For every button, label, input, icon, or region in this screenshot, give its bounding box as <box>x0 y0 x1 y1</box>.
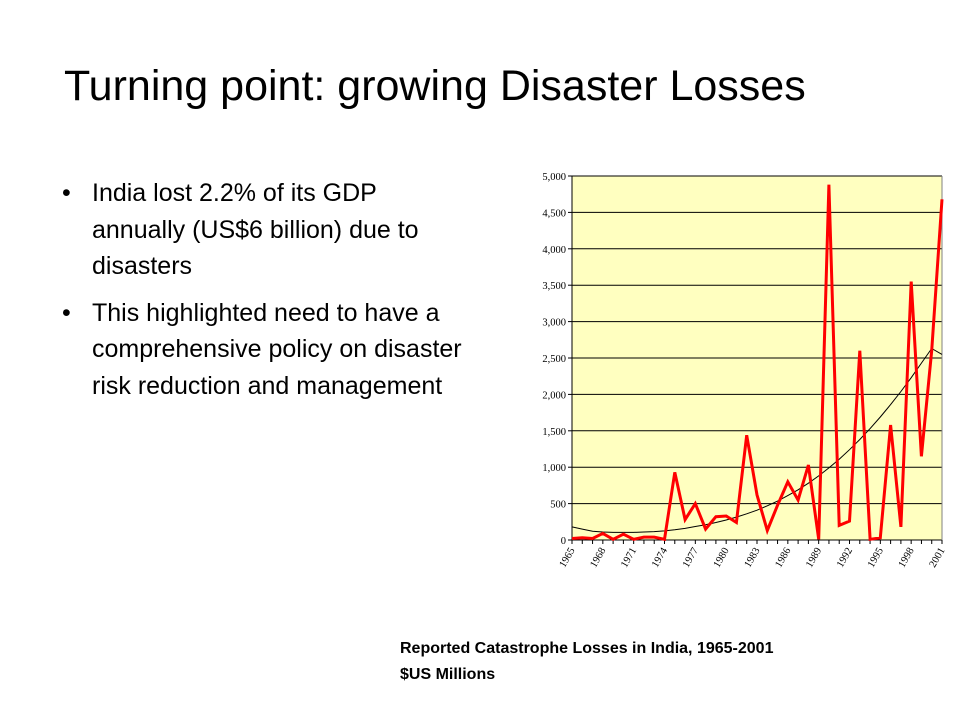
y-tick-label: 500 <box>550 500 566 511</box>
x-tick-label: 1980 <box>712 546 732 570</box>
x-tick-label: 1977 <box>681 546 701 570</box>
x-tick-label: 1983 <box>743 546 763 570</box>
caption-title: Reported Catastrophe Losses in India, 19… <box>400 640 774 657</box>
y-tick-label: 5,000 <box>542 172 566 183</box>
x-tick-label: 1986 <box>773 546 793 570</box>
y-tick-label: 1,500 <box>542 427 566 438</box>
y-tick-label: 4,000 <box>542 245 566 256</box>
chart-canvas: 0 500 1,000 1,500 2,000 2,500 3,000 3,500 4,000 4… <box>542 172 948 570</box>
chart-caption: Reported Catastrophe Losses in India, 19… <box>400 636 773 688</box>
losses-chart: 0 500 1,000 1,500 2,000 2,500 3,000 3,500 4,000 4… <box>520 160 960 620</box>
trend-series-line <box>571 347 943 533</box>
y-tick-label: 2,000 <box>542 390 566 401</box>
x-tick-label: 1965 <box>558 546 578 570</box>
x-tick-label: 2001 <box>928 546 948 570</box>
x-tick-label: 1992 <box>835 546 855 570</box>
y-tick-label: 2,500 <box>542 354 566 365</box>
x-tick-label: 1968 <box>588 546 608 570</box>
y-tick-label: 3,000 <box>542 318 566 329</box>
y-tick-label: 3,500 <box>542 281 566 292</box>
x-tick-label: 1995 <box>866 546 886 570</box>
caption-units: $US Millions <box>400 666 496 683</box>
y-tick-label: 1,000 <box>542 463 566 474</box>
bullet-item: This highlighted need to have a comprehe… <box>62 295 472 405</box>
x-tick-label: 1971 <box>619 546 639 570</box>
slide-title: Turning point: growing Disaster Losses <box>64 62 806 110</box>
bullet-list: India lost 2.2% of its GDP annually (US$… <box>62 175 472 414</box>
bullet-item: India lost 2.2% of its GDP annually (US$… <box>62 175 472 285</box>
losses-series-line <box>571 184 944 542</box>
x-tick-label: 1989 <box>804 546 824 570</box>
x-tick-label: 1998 <box>897 546 917 570</box>
x-tick-label: 1974 <box>650 545 670 569</box>
y-tick-label: 0 <box>561 536 566 547</box>
y-tick-label: 4,500 <box>542 208 566 219</box>
